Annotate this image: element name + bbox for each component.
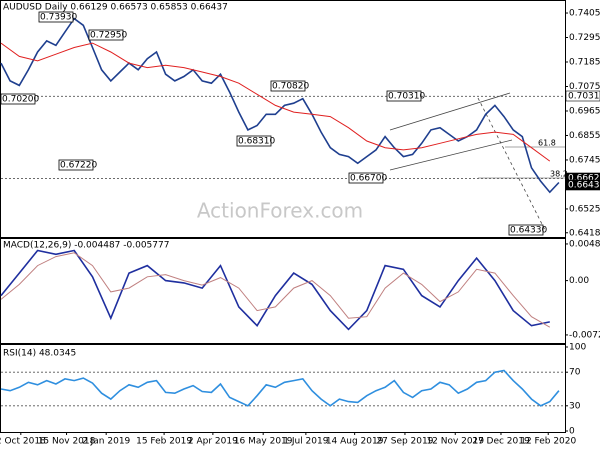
annotation-box [236,135,272,147]
y-tick-label: 0.004878 [569,239,600,249]
annotation-box [348,172,384,184]
y-tick-label: 100 [569,343,586,353]
annotation-box [508,224,544,236]
macd-panel [0,238,566,344]
x-tick-label: 2 Jan 2019 [82,437,130,447]
panel-title: RSI(14) 48.0345 [3,349,76,359]
series-line [0,42,551,162]
y-tick-label: 0.64180 [569,228,600,238]
x-tick-label: 2 Oct 2018 [0,437,46,447]
watermark: ActionForex.com [197,199,363,223]
x-tick-label: 2 Apr 2019 [188,437,238,447]
x-tick-label: 1 Jul 2019 [283,437,328,447]
y-tick-label: 0.00 [569,276,589,286]
marker-box [565,179,600,191]
y-tick-label: 0 [569,427,575,437]
series-line [0,252,551,328]
annotation-box [0,93,36,105]
panel-title: MACD(12,26,9) -0.004487 -0.005777 [3,241,169,251]
annotation: 0.66700 [350,174,387,184]
x-tick-label: 16 May 2019 [234,437,293,447]
annotation-box [58,159,94,171]
annotation: 38.2 [550,170,568,179]
price-channel [389,92,565,231]
x-tick-label: 15 Nov 2018 [38,437,96,447]
marker-label: 0.70310 [568,92,600,102]
y-tick-label: 0.72950 [569,33,600,43]
x-tick-label: 15 Feb 2019 [136,437,192,447]
annotation: 61.8 [538,139,556,148]
annotation: 0.70200 [2,95,39,105]
price-panel [0,0,566,238]
marker-label: 0.66437 [568,181,600,191]
annotation-box [88,29,124,41]
annotation: 0.64330 [510,226,547,236]
annotation: 0.67220 [60,161,97,171]
annotation: 0.70310 [388,92,425,102]
annotation: 0.70820 [272,82,309,92]
annotation: 0.72950 [90,31,127,41]
x-tick-label: 14 Aug 2019 [326,437,384,447]
y-tick-label: -0.007232 [569,330,600,340]
annotation: 0.73930 [40,13,77,23]
x-tick-label: 12 Feb 2020 [520,437,576,447]
y-tick-label: 30 [569,401,581,411]
annotation: 0.68310 [238,137,275,147]
annotation-box [386,90,422,102]
x-tick-label: 12 Nov 2019 [426,437,484,447]
series-line [0,369,560,407]
rsi-panel [0,344,566,433]
y-tick-label: 70 [569,368,581,378]
series-line [0,249,550,331]
annotation-box [270,80,306,92]
marker-box [565,90,600,102]
annotation-box [38,11,74,23]
panel-title: AUDUSD Daily 0.66129 0.66573 0.65853 0.6… [3,3,228,13]
x-tick-label: 27 Sep 2019 [376,437,433,447]
x-tick-label: 27 Dec 2019 [472,437,530,447]
